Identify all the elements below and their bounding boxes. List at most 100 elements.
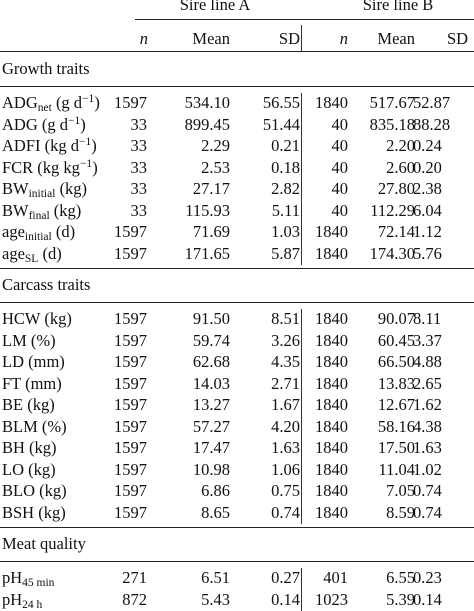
column-separator (301, 93, 302, 265)
section-end-rule (0, 527, 474, 528)
cell-value: 33 (130, 200, 148, 220)
cell-value: 8.11 (413, 309, 442, 328)
cell-value: 0.21 (271, 136, 300, 155)
cell-value: 2.71 (271, 373, 300, 393)
cell-value: 8.51 (271, 309, 300, 328)
cell-value: 1597 (114, 502, 147, 522)
cell-value: 0.75 (271, 481, 300, 500)
section-end-rule (0, 268, 474, 269)
row-label-text: pH (2, 589, 23, 609)
col-header-sd-b: SD (447, 29, 469, 48)
cell-value: 40 (331, 136, 349, 155)
row-label-text: BW (2, 200, 29, 220)
cell-value: 1597 (114, 395, 147, 414)
row-label-tail: ) (80, 114, 86, 134)
cell-value: 534.10 (184, 93, 230, 112)
column-separator (301, 309, 302, 524)
cell-value: 33 (130, 136, 148, 155)
row-label: BWfinal (kg) (2, 200, 81, 222)
row-label-text: HCW (kg) (2, 309, 72, 328)
cell-value: 4.38 (413, 416, 442, 436)
cell-value: 171.65 (184, 243, 230, 263)
section-rule (0, 302, 474, 303)
cell-value: 40 (331, 200, 349, 220)
cell-value: 4.20 (271, 416, 300, 436)
cell-value: 3.26 (271, 330, 300, 350)
cell-value: 57.27 (192, 416, 230, 436)
row-label-unit: (g d (51, 93, 83, 112)
cell-value: 872 (122, 589, 147, 609)
cell-value: 5.39 (386, 589, 415, 609)
cell-value: 835.18 (369, 114, 415, 134)
row-label-subscript: initial (28, 188, 56, 200)
cell-value: 1840 (315, 222, 348, 241)
cell-value: 27.80 (377, 179, 415, 198)
cell-value: 517.67 (369, 93, 415, 112)
cell-value: 112.29 (370, 200, 415, 220)
cell-value: 1840 (315, 352, 348, 371)
cell-value: 1597 (114, 352, 147, 371)
row-label: BWinitial (kg) (2, 179, 88, 200)
row-label-text: ADFI (kg d (2, 136, 79, 155)
col-header-mean-a: Mean (192, 29, 230, 48)
cell-value: 1597 (114, 481, 147, 500)
cell-value: 0.74 (413, 481, 442, 500)
cell-value: 3.37 (413, 330, 442, 350)
row-label: ADFI (kg d−1) (2, 136, 97, 156)
cell-value: 1.62 (413, 395, 442, 414)
row-label: BH (kg) (2, 438, 57, 458)
cell-value: 33 (130, 179, 148, 198)
cell-value: 59.74 (192, 330, 230, 350)
row-label-text: BE (kg) (2, 395, 55, 414)
row-label-text: LD (mm) (2, 352, 65, 371)
cell-value: 40 (331, 179, 349, 198)
cell-value: 1840 (315, 373, 348, 393)
cell-value: 13.83 (377, 373, 415, 393)
row-label-text: FT (mm) (2, 373, 62, 393)
cell-value: 0.14 (271, 589, 300, 609)
cell-value: 0.18 (271, 157, 300, 177)
cell-value: 2.60 (386, 157, 415, 177)
cell-value: 10.98 (192, 459, 230, 479)
cell-value: 14.03 (192, 373, 230, 393)
cell-value: 71.69 (192, 222, 230, 241)
cell-value: 1597 (114, 309, 147, 328)
row-label-subscript: 24 h (22, 598, 43, 611)
cell-value: 12.67 (377, 395, 415, 414)
row-label: FT (mm) (2, 374, 62, 394)
cell-value: 1023 (315, 589, 348, 609)
col-header-sd-a: SD (278, 29, 300, 48)
cell-value: 58.16 (377, 416, 415, 436)
cell-value: 0.23 (413, 568, 442, 587)
cell-value: 60.45 (377, 330, 415, 350)
cell-value: 4.88 (413, 352, 442, 371)
row-label-superscript: −1 (79, 136, 92, 148)
row-label-unit: (kg) (55, 179, 88, 198)
row-label: ADG (g d−1) (2, 115, 86, 135)
cell-value: 1840 (315, 395, 348, 414)
cell-value: 27.17 (192, 179, 230, 198)
group-header-sire-a: Sire line A (179, 0, 251, 14)
cell-value: 1597 (114, 243, 147, 263)
cell-value: 0.24 (413, 136, 442, 155)
cell-value: 90.07 (377, 309, 415, 328)
row-label: BLO (kg) (2, 481, 67, 501)
row-label-tail: ) (94, 93, 100, 112)
cell-value: 0.74 (271, 502, 300, 522)
cell-value: 1840 (315, 309, 348, 328)
cell-value: 1597 (114, 438, 147, 457)
row-label: pH24 h (2, 589, 43, 611)
row-label: pH45 min (2, 568, 54, 589)
row-label-subscript: net (37, 102, 52, 114)
cell-value: 0.27 (271, 568, 300, 587)
row-label: BSH (kg) (2, 503, 66, 523)
cell-value: 0.20 (413, 157, 442, 177)
row-label-text: BW (2, 179, 29, 198)
row-label-superscript: −1 (79, 157, 93, 170)
row-label-text: age (2, 222, 25, 241)
cell-value: 33 (130, 157, 148, 177)
cell-value: 1840 (315, 438, 348, 457)
row-label: LO (kg) (2, 460, 56, 480)
section-rule (0, 86, 474, 87)
row-label-subscript: initial (24, 231, 52, 243)
